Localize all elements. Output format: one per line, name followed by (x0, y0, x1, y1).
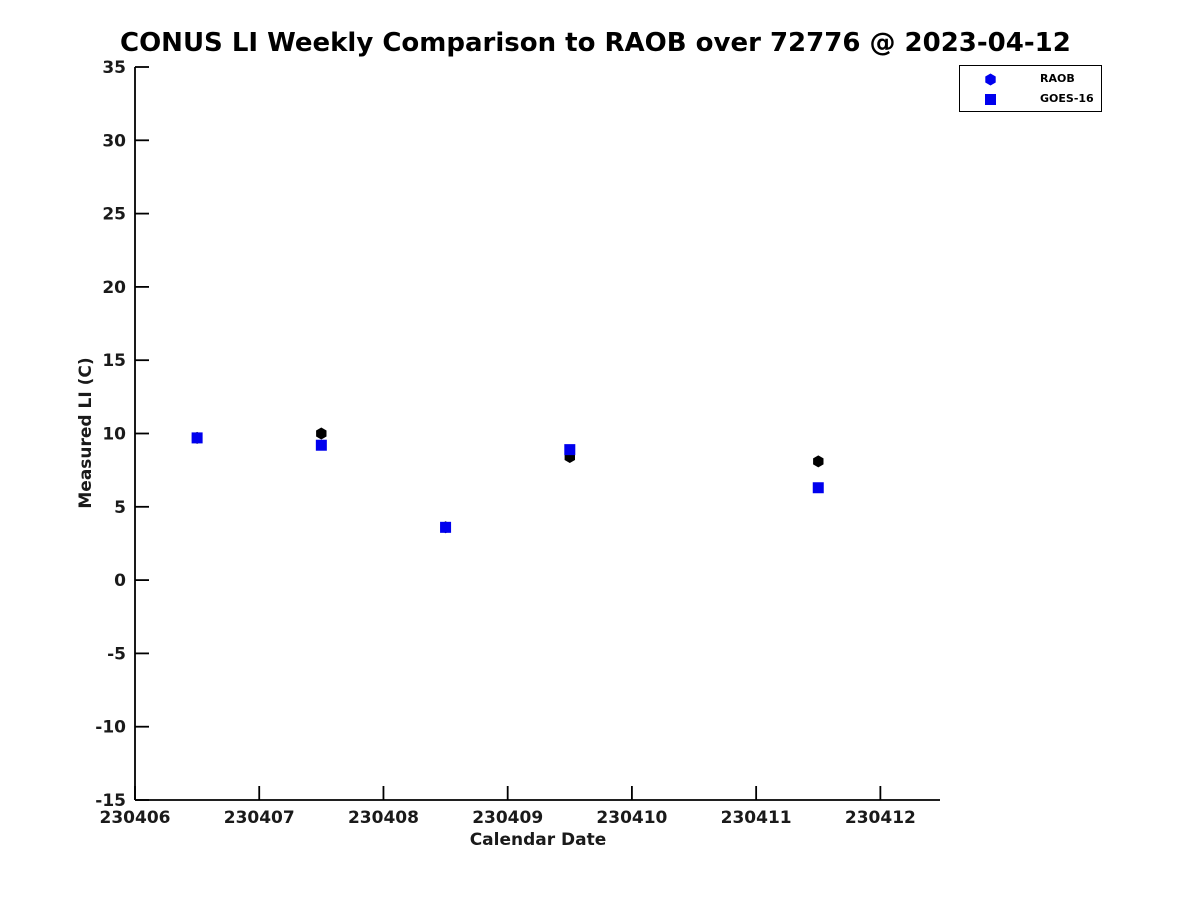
legend-label-raob: RAOB (1040, 72, 1075, 85)
x-tick-label: 230407 (224, 808, 295, 828)
data-point-raob (813, 455, 824, 468)
x-tick-label: 230411 (721, 808, 792, 828)
legend-row-goes16: GOES-16 (960, 90, 1101, 106)
legend: RAOB GOES-16 (959, 65, 1102, 112)
y-tick-label: 10 (102, 425, 126, 445)
goes16-marker-icon (984, 91, 997, 105)
x-tick-label: 230410 (596, 808, 667, 828)
y-tick-label: -15 (95, 791, 126, 811)
y-tick-label: 5 (114, 498, 126, 518)
raob-marker-icon (984, 71, 997, 86)
data-point-goes-16 (315, 439, 327, 451)
y-tick-label: 35 (102, 58, 126, 78)
legend-label-goes16: GOES-16 (1040, 92, 1094, 105)
chart-title: CONUS LI Weekly Comparison to RAOB over … (120, 28, 1071, 58)
y-tick-label: -10 (95, 718, 126, 738)
y-tick-label: 15 (102, 351, 126, 371)
x-tick-label: 230406 (100, 808, 171, 828)
y-tick-label: -5 (107, 644, 126, 664)
x-tick-label: 230409 (472, 808, 543, 828)
data-point-goes-16 (812, 482, 824, 494)
x-tick-label: 230408 (348, 808, 419, 828)
x-tick-label: 230412 (845, 808, 916, 828)
y-tick-label: 30 (102, 131, 126, 151)
legend-row-raob: RAOB (960, 70, 1101, 86)
x-axis-label: Calendar Date (469, 830, 607, 850)
y-tick-label: 25 (102, 205, 126, 225)
data-point-goes-16 (440, 521, 452, 533)
data-point-goes-16 (564, 444, 576, 456)
data-point-goes-16 (191, 432, 203, 444)
data-point-raob (316, 427, 327, 440)
y-tick-label: 0 (114, 571, 126, 591)
y-tick-label: 20 (102, 278, 126, 298)
